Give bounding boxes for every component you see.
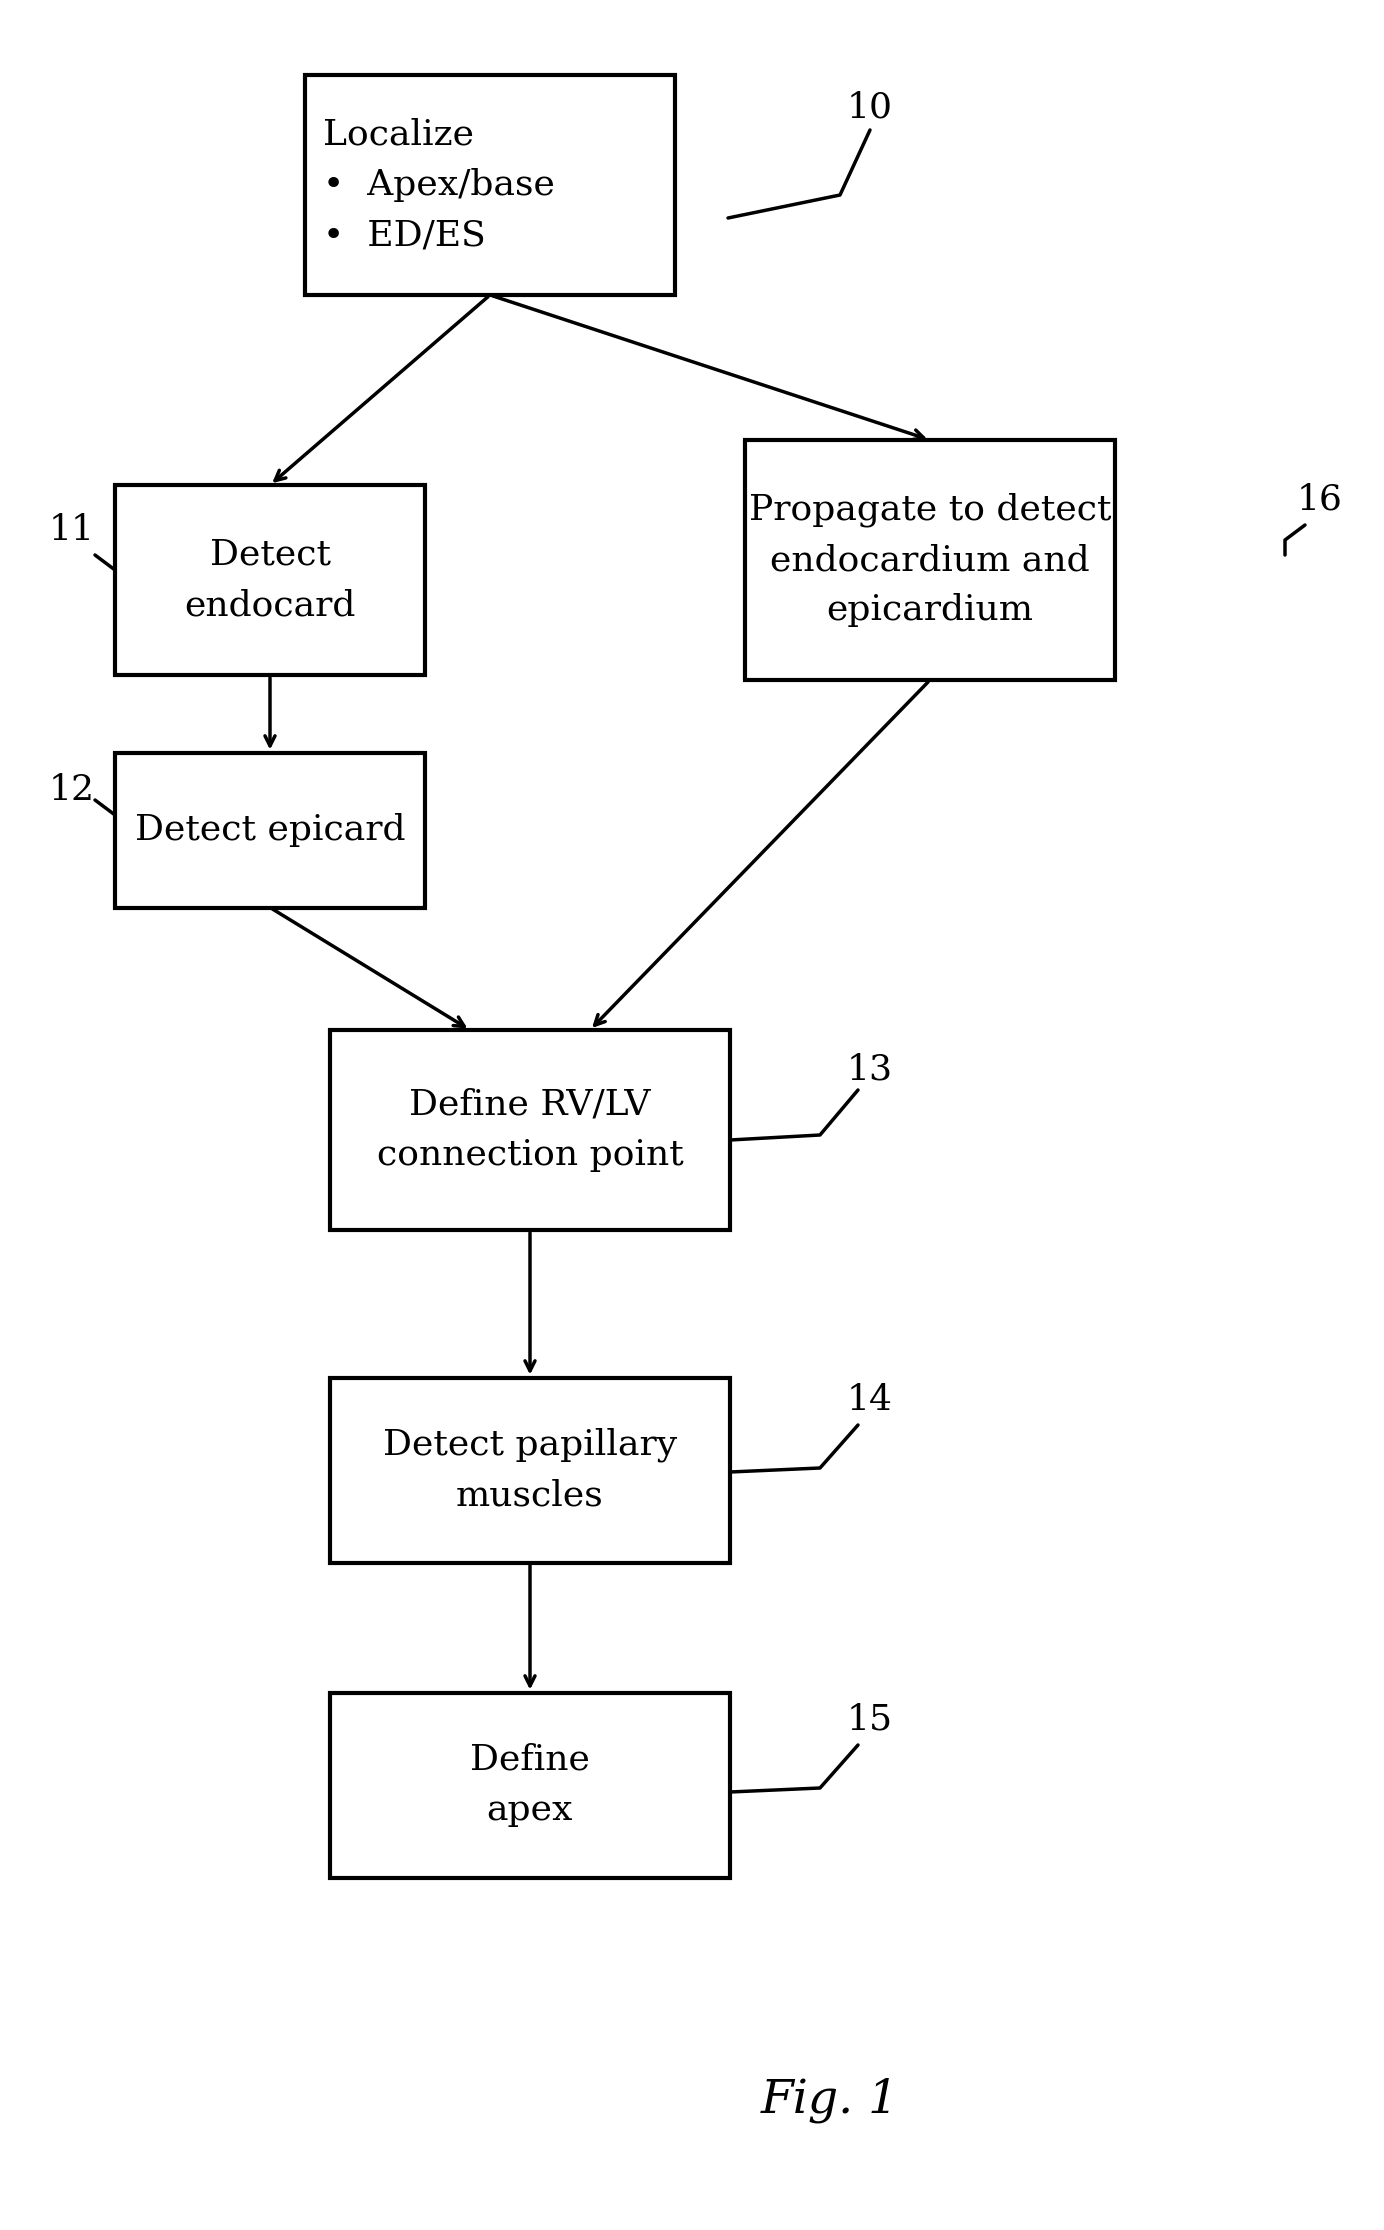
Bar [329,1030,729,1231]
Text: 10: 10 [847,91,893,125]
Text: 12: 12 [48,774,95,807]
Bar [115,484,425,676]
Bar [329,1693,729,1878]
Text: Propagate to detect
endocardium and
epicardium: Propagate to detect endocardium and epic… [749,493,1111,627]
Text: Detect
endocard: Detect endocard [184,537,356,622]
Bar [745,439,1116,680]
Text: 14: 14 [847,1383,893,1416]
Text: 15: 15 [847,1704,893,1737]
Text: Fig. 1: Fig. 1 [761,2078,900,2123]
Bar [115,752,425,908]
Text: Define
apex: Define apex [471,1744,590,1826]
Text: 16: 16 [1297,484,1342,517]
Text: Define RV/LV
connection point: Define RV/LV connection point [376,1088,684,1173]
Bar [304,76,675,294]
Text: 13: 13 [847,1053,893,1086]
Text: 11: 11 [48,513,95,546]
Text: Detect papillary
muscles: Detect papillary muscles [383,1427,677,1512]
Text: Detect epicard: Detect epicard [134,814,406,847]
Text: Localize
•  Apex/base
•  ED/ES: Localize • Apex/base • ED/ES [322,118,555,252]
Bar [329,1378,729,1563]
